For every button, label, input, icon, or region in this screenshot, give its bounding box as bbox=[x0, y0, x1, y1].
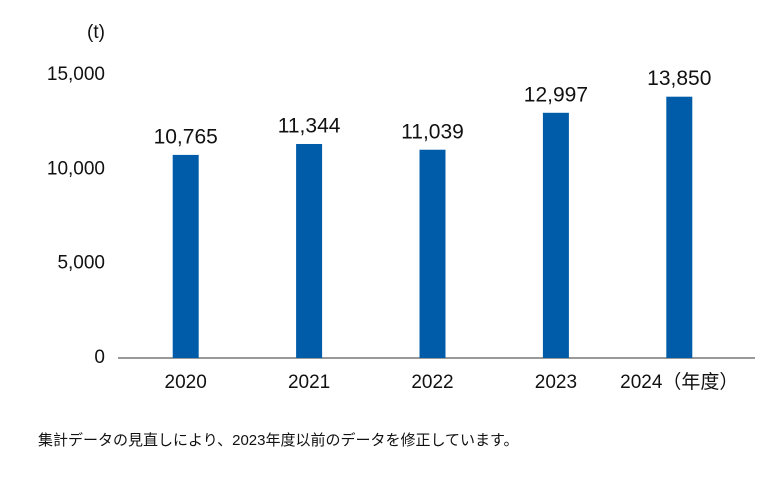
bar bbox=[296, 143, 323, 358]
bar bbox=[666, 96, 693, 359]
bar bbox=[542, 112, 569, 358]
bar bbox=[172, 154, 199, 358]
value-label: 10,765 bbox=[154, 125, 218, 148]
value-label: 11,344 bbox=[278, 115, 341, 138]
bar bbox=[419, 149, 446, 358]
y-tick-label: 10,000 bbox=[47, 158, 105, 179]
x-tick-label: 2020 bbox=[165, 372, 207, 393]
value-label: 13,850 bbox=[647, 67, 711, 90]
x-tick-label: 2022 bbox=[411, 372, 453, 393]
x-tick-label: 2023 bbox=[535, 372, 577, 393]
x-tick-label: 2024（年度） bbox=[620, 371, 738, 393]
value-label: 12,997 bbox=[524, 83, 588, 106]
value-label: 11,039 bbox=[401, 120, 464, 143]
y-tick-label: 15,000 bbox=[47, 64, 105, 85]
x-tick-label: 2021 bbox=[288, 372, 330, 393]
unit-label: (t) bbox=[87, 22, 105, 43]
y-tick-label: 0 bbox=[94, 347, 105, 368]
note: 集計データの見直しにより、2023年度以前のデータを修正しています。 bbox=[38, 431, 519, 449]
y-tick-label: 5,000 bbox=[57, 253, 105, 274]
